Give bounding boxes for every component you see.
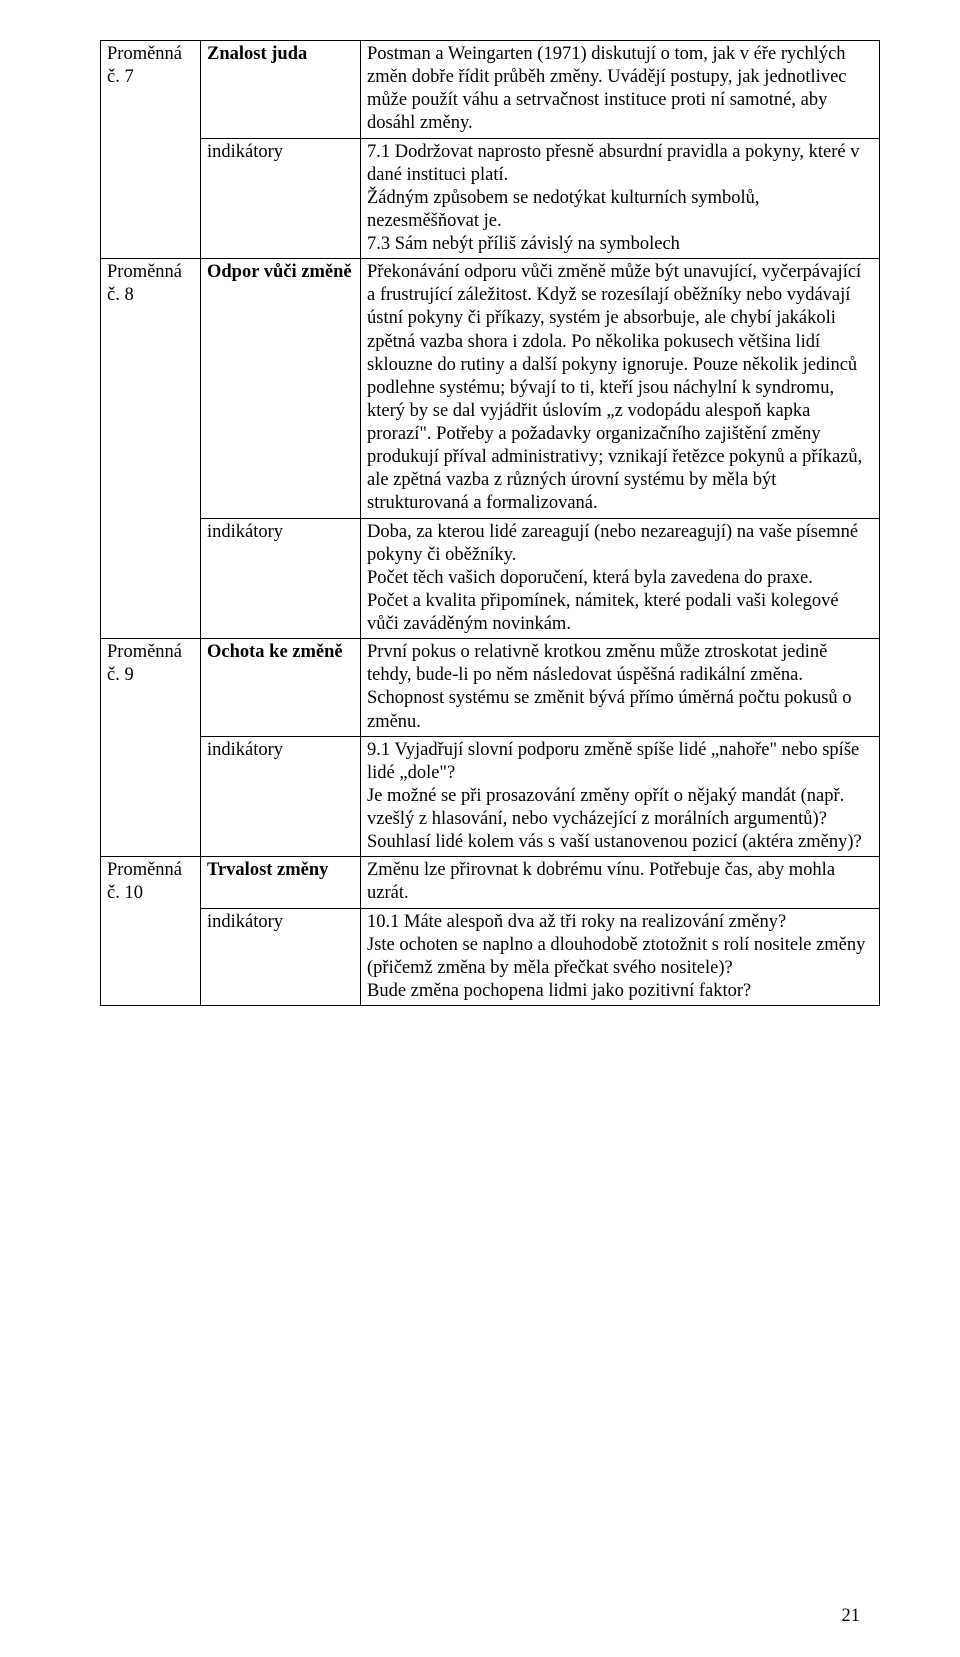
category-cell: indikátory — [201, 138, 361, 259]
description-cell: 7.1 Dodržovat naprosto přesně absurdní p… — [361, 138, 880, 259]
category-label: indikátory — [207, 912, 283, 932]
variable-label-cell: Proměnná č. 10 — [101, 857, 201, 1006]
document-page: Proměnná č. 7 Znalost juda Postman a Wei… — [0, 0, 960, 1657]
category-label: indikátory — [207, 740, 283, 760]
description-cell: Překonávání odporu vůči změně může být u… — [361, 259, 880, 518]
variable-label-cell: Proměnná č. 8 — [101, 259, 201, 639]
table-row: indikátory 7.1 Dodržovat naprosto přesně… — [101, 138, 880, 259]
category-label: Trvalost změny — [207, 860, 328, 880]
description-cell: Změnu lze přirovnat k dobrému vínu. Potř… — [361, 857, 880, 908]
category-label: Odpor vůči změně — [207, 262, 352, 282]
variables-table: Proměnná č. 7 Znalost juda Postman a Wei… — [100, 40, 880, 1006]
table-row: indikátory 9.1 Vyjadřují slovní podporu … — [101, 736, 880, 857]
category-label: Znalost juda — [207, 44, 307, 64]
table-row: Proměnná č. 7 Znalost juda Postman a Wei… — [101, 41, 880, 139]
table-row: Proměnná č. 9 Ochota ke změně První poku… — [101, 639, 880, 737]
variable-label-cell: Proměnná č. 7 — [101, 41, 201, 259]
description-cell: Postman a Weingarten (1971) diskutují o … — [361, 41, 880, 139]
category-label: Ochota ke změně — [207, 642, 343, 662]
table-row: Proměnná č. 8 Odpor vůči změně Překonává… — [101, 259, 880, 518]
description-cell: První pokus o relativně krotkou změnu mů… — [361, 639, 880, 737]
category-cell: indikátory — [201, 736, 361, 857]
description-cell: 9.1 Vyjadřují slovní podporu změně spíše… — [361, 736, 880, 857]
category-label: indikátory — [207, 142, 283, 162]
table-row: Proměnná č. 10 Trvalost změny Změnu lze … — [101, 857, 880, 908]
page-number: 21 — [842, 1606, 861, 1627]
table-row: indikátory Doba, za kterou lidé zareaguj… — [101, 518, 880, 639]
category-cell: Ochota ke změně — [201, 639, 361, 737]
variable-label-cell: Proměnná č. 9 — [101, 639, 201, 857]
table-row: indikátory 10.1 Máte alespoň dva až tři … — [101, 908, 880, 1006]
description-cell: 10.1 Máte alespoň dva až tři roky na rea… — [361, 908, 880, 1006]
category-cell: indikátory — [201, 518, 361, 639]
category-cell: indikátory — [201, 908, 361, 1006]
category-cell: Odpor vůči změně — [201, 259, 361, 518]
category-label: indikátory — [207, 522, 283, 542]
category-cell: Znalost juda — [201, 41, 361, 139]
category-cell: Trvalost změny — [201, 857, 361, 908]
description-cell: Doba, za kterou lidé zareagují (nebo nez… — [361, 518, 880, 639]
